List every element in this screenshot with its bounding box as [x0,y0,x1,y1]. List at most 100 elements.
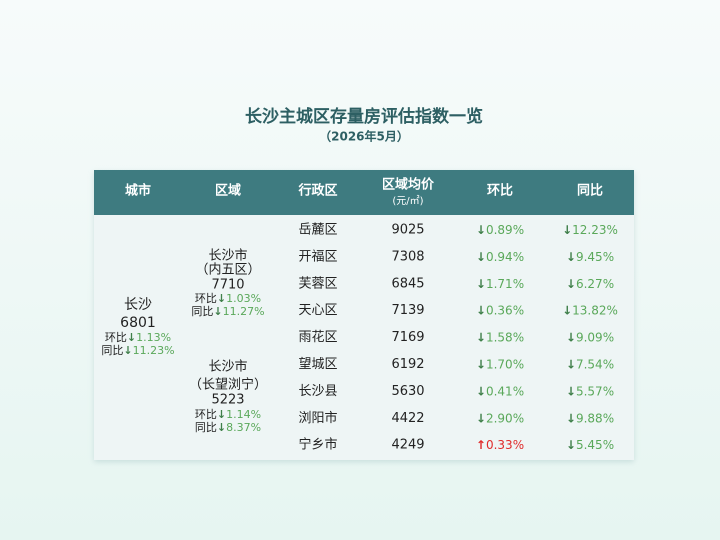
change-indicator: ↓9.88% [566,411,614,425]
table-card [94,170,634,460]
column-header: 城市 [125,183,151,199]
table-header [94,170,634,215]
district-price: 9025 [391,223,424,238]
change-value: 11.27% [223,305,265,318]
district-name: 开福区 [298,249,337,264]
change-indicator: ↓12.23% [562,223,618,237]
change-value: 1.14% [226,408,261,421]
change-value: 0.89% [486,223,524,237]
trend-arrow: ↓ [566,438,576,452]
district-price: 5630 [391,384,424,399]
change-indicator: ↓2.90% [476,411,524,425]
district-price: 4422 [391,411,424,426]
table: 城市 区域 行政区 区域均价 环比 同比(元/㎡)长沙6801环比↓1.13%同比↓11.… [101,177,618,453]
change-indicator: ↓5.57% [566,384,614,398]
change-value: 12.23% [572,223,618,237]
change-value: 6.27% [576,276,614,290]
subtitle: （2026年5月） [319,129,409,144]
area-price: 5223 [211,393,244,408]
district-name: 芙蓉区 [298,276,337,291]
change-indicator: ↓0.94% [476,249,524,263]
district-name: 长沙县 [298,384,337,399]
change-label: 同比 [191,305,213,318]
change-label: 同比 [101,344,123,357]
change-value: 9.45% [576,249,614,263]
trend-arrow: ↓ [566,357,576,371]
trend-arrow: ↓ [123,344,132,357]
area-name: 长沙市 [208,248,247,264]
trend-arrow: ↓ [566,384,576,398]
trend-arrow: ↓ [217,292,226,305]
district-name: 天心区 [298,303,337,318]
trend-arrow: ↓ [476,411,486,425]
district-name: 岳麓区 [298,223,337,238]
change-value: 2.90% [486,411,524,425]
change-indicator: ↓0.89% [476,223,524,237]
change-indicator: ↓9.45% [566,249,614,263]
area-sub: （长望浏宁） [189,377,267,393]
column-header: 行政区 [297,183,337,199]
change-indicator: 同比↓11.23% [101,344,174,357]
change-label: 环比 [195,292,217,305]
trend-arrow: ↓ [566,330,576,344]
trend-arrow: ↓ [562,303,572,317]
change-indicator: 环比↓1.14% [195,408,261,421]
trend-arrow: ↓ [566,276,576,290]
change-value: 0.41% [486,384,524,398]
trend-arrow: ↓ [566,249,576,263]
city-name: 长沙 [124,297,152,313]
change-value: 1.03% [226,292,261,305]
column-header: 环比 [487,183,513,199]
change-value: 1.58% [486,330,524,344]
change-indicator: 环比↓1.03% [195,292,261,305]
column-header: 区域均价 [382,177,435,193]
change-value: 8.37% [226,421,261,434]
change-indicator: ↓7.54% [566,357,614,371]
district-price: 7308 [391,249,424,264]
change-value: 0.94% [486,249,524,263]
district-name: 浏阳市 [298,410,337,426]
price-unit: (元/㎡) [392,195,423,207]
change-indicator: ↓1.70% [476,357,524,371]
trend-arrow: ↓ [476,276,486,290]
trend-arrow: ↑ [476,438,486,452]
trend-arrow: ↓ [562,223,572,237]
change-value: 5.45% [576,438,614,452]
trend-arrow: ↓ [476,249,486,263]
city-price: 6801 [120,315,156,331]
trend-arrow: ↓ [217,421,226,434]
change-value: 1.71% [486,276,524,290]
change-value: 5.57% [576,384,614,398]
trend-arrow: ↓ [476,357,486,371]
area-price: 7710 [211,278,244,293]
district-name: 宁乡市 [298,437,337,453]
change-value: 1.13% [136,331,171,344]
change-value: 9.88% [576,411,614,425]
change-indicator: ↓9.09% [566,330,614,344]
trend-arrow: ↓ [213,305,222,318]
change-indicator: ↓0.41% [476,384,524,398]
trend-arrow: ↓ [217,408,226,421]
district-price: 6845 [391,276,424,291]
change-indicator: 环比↓1.13% [105,331,171,344]
column-header: 同比 [577,183,603,199]
change-indicator: ↓13.82% [562,303,618,317]
change-value: 1.70% [486,357,524,371]
change-indicator: 同比↓11.27% [191,305,264,318]
change-indicator: 同比↓8.37% [195,421,261,434]
area-name: 长沙市 [208,359,247,375]
change-value: 0.36% [486,303,524,317]
area-sub: （内五区） [195,262,260,278]
trend-arrow: ↓ [476,330,486,344]
change-indicator: ↓1.71% [476,276,524,290]
change-label: 环比 [195,408,217,421]
trend-arrow: ↓ [127,331,136,344]
district-name: 雨花区 [298,329,337,345]
change-value: 7.54% [576,357,614,371]
trend-arrow: ↓ [476,303,486,317]
change-indicator: ↑0.33% [476,438,524,452]
change-indicator: ↓6.27% [566,276,614,290]
district-name: 望城区 [298,356,337,372]
